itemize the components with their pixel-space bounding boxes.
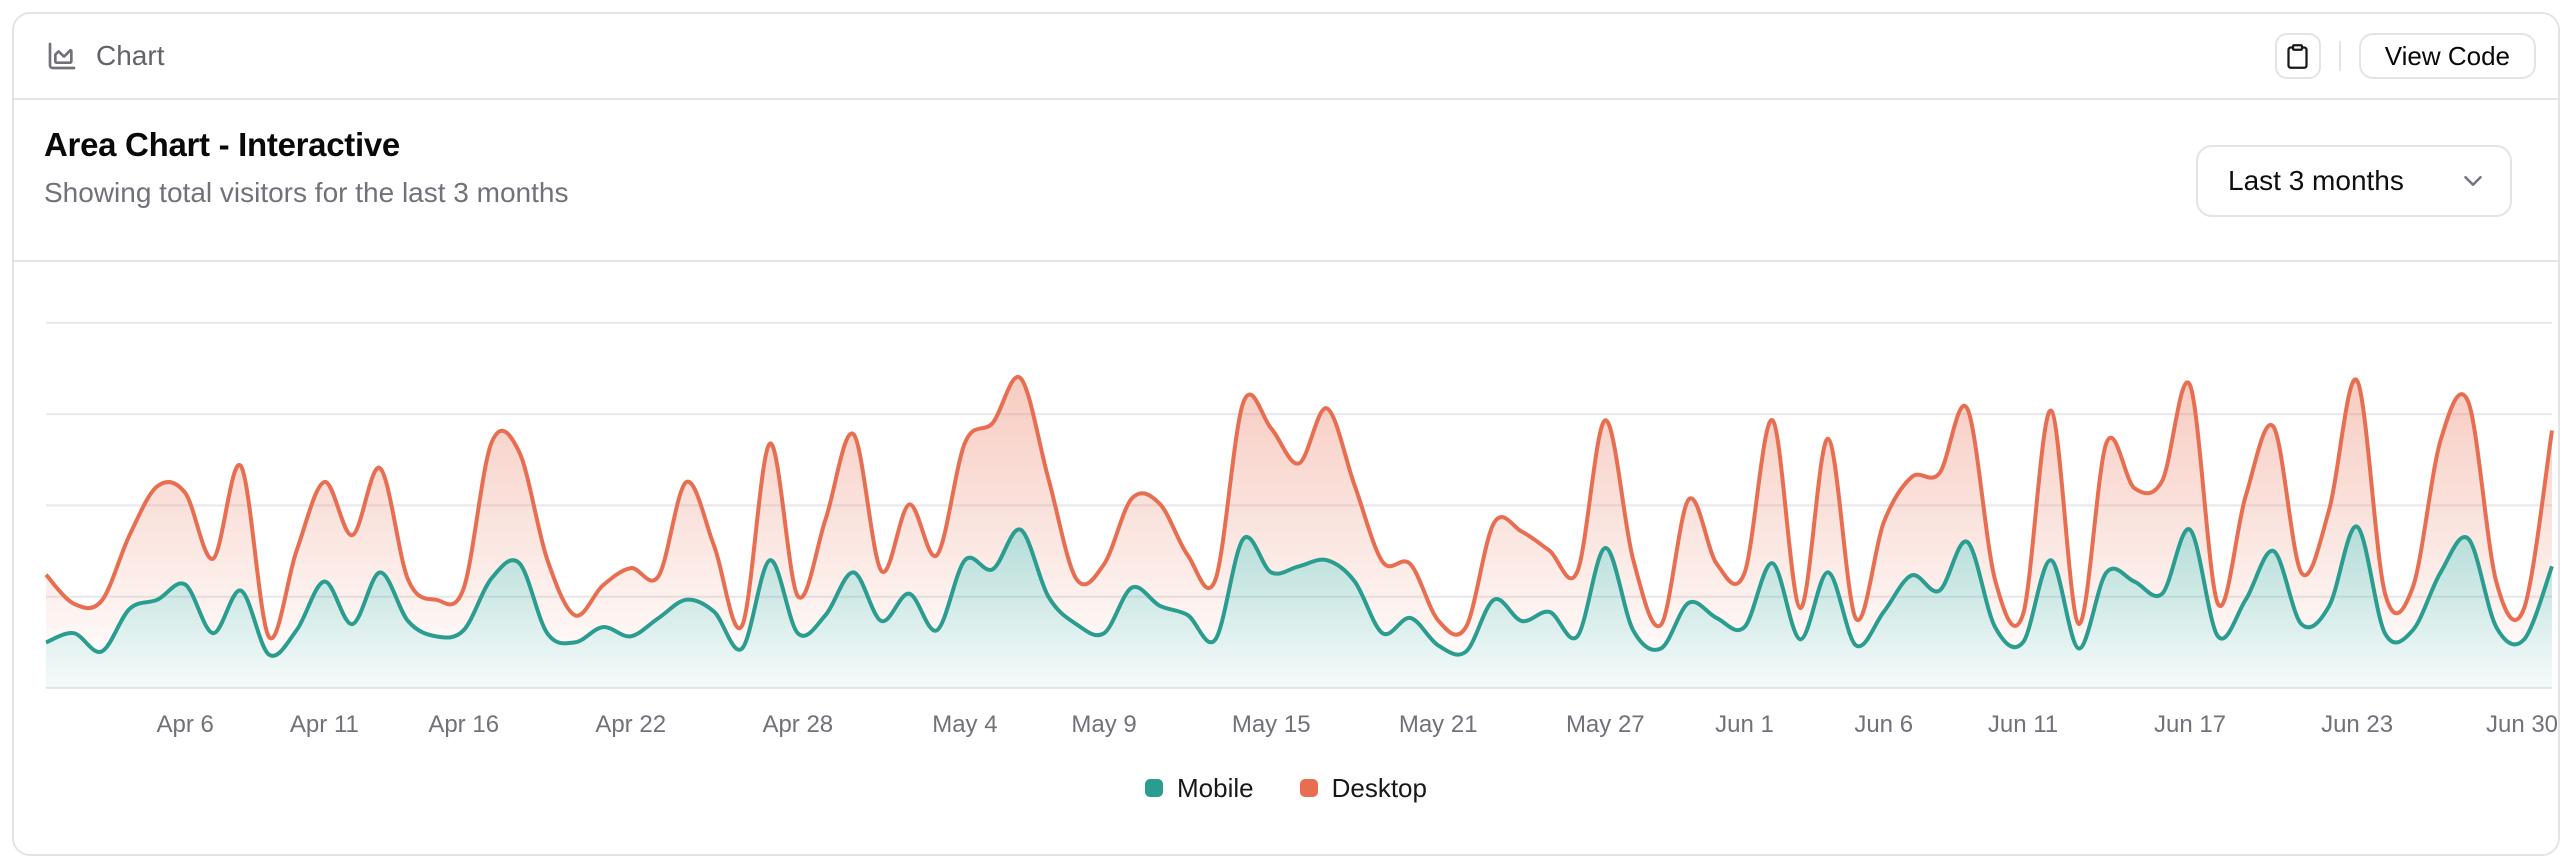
x-axis-tick-label: Apr 28 bbox=[762, 711, 833, 738]
preview-tab-label: Chart bbox=[96, 40, 165, 71]
legend-label-desktop: Desktop bbox=[1331, 772, 1427, 803]
toolbar-actions: View Code bbox=[2274, 33, 2536, 79]
chart-container: Apr 6 Apr 11 Apr 16 Apr 22 Apr 28 May 4 May 9 M… bbox=[14, 262, 2558, 804]
x-axis-tick-label: May 21 bbox=[1399, 711, 1478, 738]
x-axis-tick-label: May 15 bbox=[1232, 711, 1311, 738]
legend-item-desktop: Desktop bbox=[1299, 772, 1427, 804]
area-chart-plot[interactable]: Apr 6 Apr 11 Apr 16 Apr 22 Apr 28 May 4 May 9 M… bbox=[14, 264, 2560, 764]
x-axis-tick-label: Jun 11 bbox=[1988, 711, 2058, 738]
x-axis-tick-label: May 4 bbox=[932, 711, 997, 738]
legend-swatch-mobile-icon bbox=[1145, 779, 1163, 797]
legend-item-mobile: Mobile bbox=[1145, 773, 1254, 804]
view-code-button[interactable]: View Code bbox=[2358, 33, 2536, 79]
x-axis-tick-label: Jun 1 bbox=[1715, 711, 1774, 738]
x-axis-labels: Apr 6 Apr 11 Apr 16 Apr 22 Apr 28 May 4 May 9 M… bbox=[157, 711, 2558, 738]
x-axis-tick-label: Apr 11 bbox=[290, 711, 359, 738]
x-axis-tick-label: May 27 bbox=[1566, 711, 1645, 738]
preview-toolbar: Chart View Code bbox=[14, 14, 2558, 100]
x-axis-tick-label: Jun 30 bbox=[2486, 711, 2558, 738]
x-axis-tick-label: Apr 22 bbox=[595, 711, 666, 738]
desktop-area bbox=[46, 376, 2552, 656]
x-axis-tick-label: Apr 6 bbox=[157, 711, 214, 738]
chart-area-icon bbox=[46, 40, 78, 72]
x-axis-tick-label: Jun 23 bbox=[2321, 711, 2393, 738]
card-title: Area Chart - Interactive bbox=[44, 126, 400, 163]
desktop-line bbox=[44, 374, 2554, 641]
clipboard-icon bbox=[2284, 43, 2311, 70]
mobile-line bbox=[45, 524, 2554, 658]
time-range-selected-value: Last 3 months bbox=[2228, 165, 2404, 196]
time-range-select[interactable]: Last 3 months bbox=[2196, 145, 2512, 217]
toolbar-divider bbox=[2338, 41, 2341, 71]
mobile-area bbox=[46, 526, 2552, 688]
x-axis-tick-label: May 9 bbox=[1071, 711, 1136, 738]
copy-code-button[interactable] bbox=[2274, 33, 2321, 79]
legend-label-mobile: Mobile bbox=[1177, 772, 1254, 803]
chart-legend: Mobile Desktop bbox=[14, 772, 2558, 804]
x-axis-tick-label: Apr 16 bbox=[428, 711, 499, 738]
x-axis-tick-label: Jun 17 bbox=[2154, 711, 2226, 738]
legend-swatch-desktop-icon bbox=[1299, 779, 1318, 797]
x-axis-tick-label: Jun 6 bbox=[1854, 711, 1913, 738]
card-description: Showing total visitors for the last 3 mo… bbox=[44, 177, 569, 208]
chevron-down-icon bbox=[2458, 166, 2488, 196]
card-header: Area Chart - Interactive Showing total v… bbox=[14, 100, 2558, 262]
chart-card: Chart View Code Area Chart - Interactive… bbox=[12, 12, 2560, 856]
